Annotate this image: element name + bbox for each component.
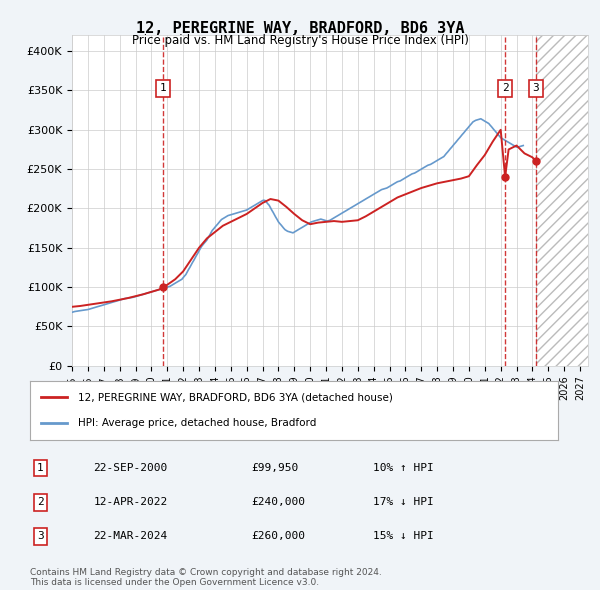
Text: Price paid vs. HM Land Registry's House Price Index (HPI): Price paid vs. HM Land Registry's House …	[131, 34, 469, 47]
Text: 12, PEREGRINE WAY, BRADFORD, BD6 3YA: 12, PEREGRINE WAY, BRADFORD, BD6 3YA	[136, 21, 464, 35]
Text: Contains HM Land Registry data © Crown copyright and database right 2024.
This d: Contains HM Land Registry data © Crown c…	[30, 568, 382, 587]
Text: 1: 1	[37, 463, 44, 473]
Bar	[536, 35, 588, 366]
Text: £99,950: £99,950	[252, 463, 299, 473]
Text: 22-SEP-2000: 22-SEP-2000	[94, 463, 167, 473]
Text: 3: 3	[533, 83, 539, 93]
Text: 10% ↑ HPI: 10% ↑ HPI	[373, 463, 434, 473]
Text: HPI: Average price, detached house, Bradford: HPI: Average price, detached house, Brad…	[77, 418, 316, 428]
Text: 22-MAR-2024: 22-MAR-2024	[94, 532, 167, 541]
Text: 3: 3	[37, 532, 44, 541]
Text: 2: 2	[37, 497, 44, 507]
Text: 12-APR-2022: 12-APR-2022	[94, 497, 167, 507]
Text: 12, PEREGRINE WAY, BRADFORD, BD6 3YA (detached house): 12, PEREGRINE WAY, BRADFORD, BD6 3YA (de…	[77, 392, 392, 402]
Text: 17% ↓ HPI: 17% ↓ HPI	[373, 497, 434, 507]
Text: £260,000: £260,000	[252, 532, 306, 541]
Text: £240,000: £240,000	[252, 497, 306, 507]
Text: 15% ↓ HPI: 15% ↓ HPI	[373, 532, 434, 541]
Text: 1: 1	[160, 83, 166, 93]
Text: 2: 2	[502, 83, 508, 93]
